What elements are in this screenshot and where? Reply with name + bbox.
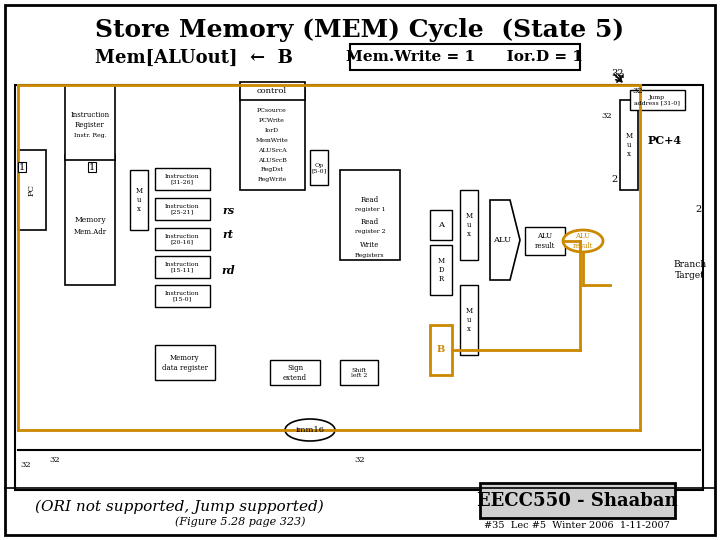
Text: A: A [438, 221, 444, 229]
Bar [270, 360, 320, 385]
Text: PC+4: PC+4 [648, 134, 682, 145]
Bar [240, 82, 305, 100]
Text: #35  Lec #5  Winter 2006  1-11-2007: #35 Lec #5 Winter 2006 1-11-2007 [484, 521, 670, 530]
Text: 32: 32 [612, 69, 624, 78]
Text: 1: 1 [89, 163, 95, 172]
Bar [460, 190, 478, 260]
Bar [480, 483, 675, 518]
Text: EECC550 - Shaaban: EECC550 - Shaaban [477, 492, 678, 510]
Text: 32: 32 [602, 112, 612, 120]
Text: PCWrite: PCWrite [259, 118, 285, 123]
Text: ALU
result: ALU result [573, 232, 593, 249]
Text: RegWrite: RegWrite [257, 178, 287, 183]
Bar [18, 150, 46, 230]
Text: Mem[ALUout]  ←  B: Mem[ALUout] ← B [95, 49, 293, 67]
Text: 32: 32 [20, 461, 31, 469]
Text: Write: Write [360, 241, 379, 249]
Text: PC: PC [28, 184, 36, 196]
Bar [525, 227, 565, 255]
Text: M
u
x: M u x [626, 132, 633, 158]
Bar [65, 85, 115, 160]
Bar [155, 285, 210, 307]
Text: Mem.Adr: Mem.Adr [73, 228, 107, 236]
Text: M
u
x: M u x [135, 187, 143, 213]
Text: M
u
x: M u x [465, 307, 472, 333]
Text: Mem.Write = 1      Ior.D = 1: Mem.Write = 1 Ior.D = 1 [346, 50, 583, 64]
Bar [340, 360, 378, 385]
Bar [620, 100, 638, 190]
Text: register 1: register 1 [355, 207, 385, 213]
Bar [65, 155, 115, 285]
Text: Memory
data register: Memory data register [162, 354, 208, 372]
Bar [155, 256, 210, 278]
Ellipse shape [563, 230, 603, 252]
Text: 2: 2 [695, 206, 701, 214]
Text: B: B [437, 346, 445, 354]
Text: (ORI not supported, Jump supported): (ORI not supported, Jump supported) [35, 500, 324, 514]
Bar [310, 150, 328, 185]
Bar [430, 210, 452, 240]
Text: Instruction
[31-26]: Instruction [31-26] [165, 173, 199, 184]
Text: ALU
result: ALU result [535, 232, 555, 249]
Text: Shift
left 2: Shift left 2 [351, 368, 367, 379]
Bar [155, 198, 210, 220]
Text: M
u
x: M u x [465, 212, 472, 238]
Ellipse shape [285, 419, 335, 441]
Text: imm16: imm16 [295, 426, 325, 434]
Bar [155, 345, 215, 380]
Text: Store Memory (MEM) Cycle  (State 5): Store Memory (MEM) Cycle (State 5) [96, 18, 624, 42]
Text: Instruction
[25-21]: Instruction [25-21] [165, 204, 199, 214]
Text: Instruction
[15-11]: Instruction [15-11] [165, 261, 199, 272]
Text: 32: 32 [615, 72, 625, 80]
Text: 32: 32 [633, 87, 643, 95]
Bar [430, 325, 452, 375]
Text: Branch
Target: Branch Target [673, 260, 706, 280]
Bar [130, 170, 148, 230]
Text: Read: Read [361, 218, 379, 226]
Text: ALUSrcB: ALUSrcB [258, 158, 287, 163]
Text: (Figure 5.28 page 323): (Figure 5.28 page 323) [175, 517, 305, 527]
Text: control: control [257, 87, 287, 95]
Bar [240, 90, 305, 190]
Text: RegDst: RegDst [261, 167, 284, 172]
Text: ALUSrcA: ALUSrcA [258, 147, 287, 152]
Text: Instr. Reg.: Instr. Reg. [73, 132, 107, 138]
Text: Read: Read [361, 196, 379, 204]
Text: Registers: Registers [355, 253, 384, 258]
Bar [15, 85, 703, 490]
Text: MemWrite: MemWrite [256, 138, 289, 143]
Bar [460, 285, 478, 355]
Text: Instruction
[15-0]: Instruction [15-0] [165, 291, 199, 301]
Bar [630, 90, 685, 110]
Bar [155, 168, 210, 190]
Text: ALU: ALU [493, 236, 511, 244]
Text: Op
[5-0]: Op [5-0] [311, 163, 327, 173]
Bar [430, 245, 452, 295]
Text: 1: 1 [19, 163, 25, 172]
Polygon shape [490, 200, 520, 280]
Bar [350, 44, 580, 70]
Text: PCsource: PCsource [257, 107, 287, 112]
Bar [340, 170, 400, 260]
Text: rs: rs [222, 205, 234, 215]
Text: 32: 32 [355, 456, 365, 464]
Text: 2: 2 [611, 176, 617, 185]
Text: rd: rd [221, 265, 235, 275]
Text: Instruction
[20-16]: Instruction [20-16] [165, 234, 199, 245]
Bar [155, 228, 210, 250]
Text: 32: 32 [50, 456, 60, 464]
Text: Memory: Memory [74, 216, 106, 224]
Text: Jump
address [31-0]: Jump address [31-0] [634, 94, 680, 105]
Text: M
D
R: M D R [438, 257, 444, 283]
Text: Instruction
Register: Instruction Register [71, 111, 109, 129]
Text: register 2: register 2 [355, 230, 385, 234]
Text: rt: rt [222, 230, 233, 240]
Text: IorD: IorD [265, 127, 279, 132]
Text: Sign
extend: Sign extend [283, 364, 307, 382]
